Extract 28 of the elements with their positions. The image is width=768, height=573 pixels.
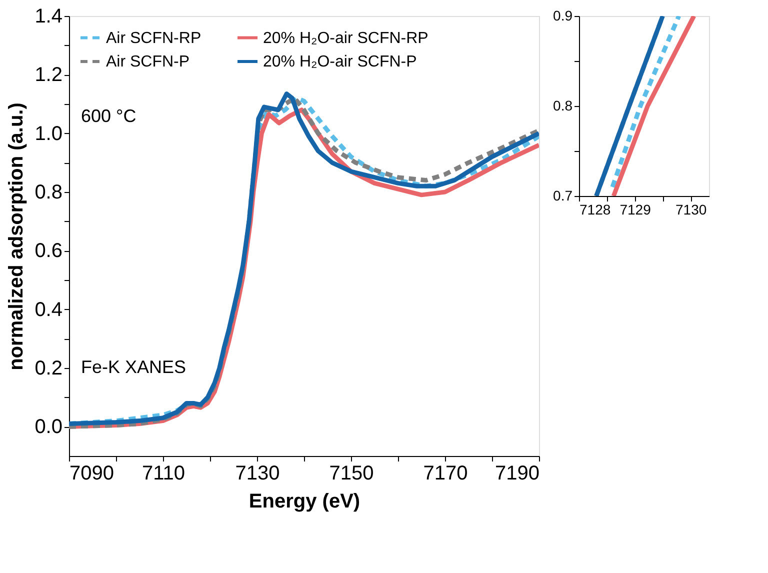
y-tick-label: 1.4 <box>34 6 62 28</box>
annotation: Fe-K XANES <box>81 357 186 377</box>
x-tick-label: 7128 <box>580 202 611 218</box>
y-axis-title: normalized adsorption (a.u.) <box>6 102 28 370</box>
y-tick-label: 0.0 <box>34 416 62 438</box>
y-tick-label: 0.6 <box>34 240 62 262</box>
y-tick-label: 0.8 <box>553 98 573 114</box>
x-tick-label: 7190 <box>495 462 540 484</box>
x-tick-label: 7110 <box>142 462 186 484</box>
y-tick-label: 1.0 <box>34 122 62 145</box>
x-tick-label: 7170 <box>423 462 468 484</box>
annotation: 600 °C <box>81 106 136 126</box>
y-tick-label: 0.8 <box>34 182 62 204</box>
x-tick-label: 7150 <box>329 462 374 484</box>
y-tick-label: 0.7 <box>553 188 573 204</box>
legend-label: Air SCFN-P <box>106 54 190 70</box>
x-axis-title: Energy (eV) <box>248 490 360 512</box>
y-tick-label: 0.4 <box>34 298 62 321</box>
x-tick-label: 7130 <box>676 202 707 218</box>
legend-label: 20% H₂O-air SCFN-RP <box>263 30 428 47</box>
legend-label: 20% H₂O-air SCFN-P <box>263 54 417 70</box>
x-tick-label: 7129 <box>620 202 652 218</box>
y-tick-label: 0.2 <box>34 358 62 380</box>
y-tick-label: 1.2 <box>34 64 62 86</box>
x-tick-label: 7090 <box>70 462 114 484</box>
x-tick-label: 7130 <box>235 462 280 484</box>
y-tick-label: 0.9 <box>553 8 573 24</box>
legend-label: Air SCFN-RP <box>106 30 202 47</box>
